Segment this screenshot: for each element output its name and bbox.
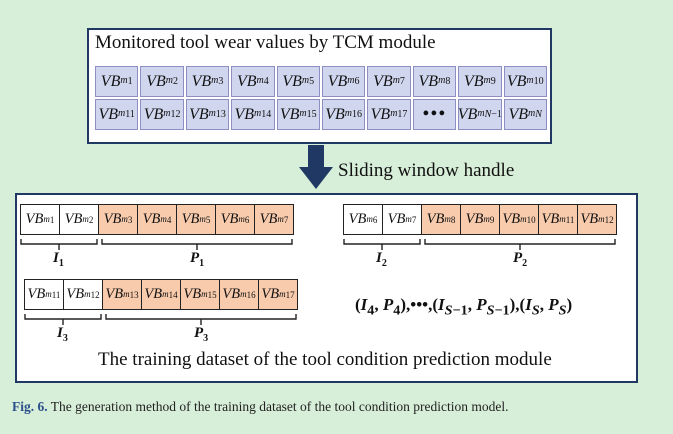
- window-2: VB m 6 VB m 7 VB m 8 VB m 9 VB m 10 VB m 11 VB m 12 I2 P2: [343, 204, 617, 270]
- monitored-value-cell: VB m 3: [185, 66, 230, 97]
- monitored-value-cell: VB m 14: [231, 99, 275, 130]
- prediction-cell: VB m 13: [102, 279, 142, 310]
- prediction-label: P3: [194, 325, 209, 344]
- prediction-cell: VB m 12: [577, 204, 617, 235]
- monitored-values-title: Monitored tool wear values by TCM module: [95, 32, 436, 53]
- monitored-value-cell: VB m 9: [458, 66, 502, 97]
- monitored-value-cell: VB m 13: [185, 99, 230, 130]
- sliding-window-label: Sliding window handle: [338, 160, 515, 181]
- prediction-cell: VB m 7: [254, 204, 294, 235]
- prediction-label: P2: [513, 250, 528, 269]
- prediction-cell: VB m 5: [176, 204, 216, 235]
- input-cell: VB m 6: [343, 204, 383, 235]
- dataset-sequence: (I4, P4),•••,(IS−1, PS−1),(IS, PS): [355, 295, 573, 319]
- figure-caption-text: The generation method of the training da…: [50, 399, 509, 414]
- input-cell: VB m 2: [59, 204, 99, 235]
- window-braces: [20, 239, 293, 250]
- monitored-value-cell: VB m N−1: [458, 99, 502, 130]
- monitored-value-cell: VB m 15: [276, 99, 320, 130]
- monitored-value-cell: VB m 11: [95, 99, 139, 130]
- monitored-value-cell: VB m 2: [140, 66, 184, 97]
- monitored-value-cell: VB m 6: [321, 66, 366, 97]
- monitored-value-cell: VB m 7: [367, 66, 411, 97]
- down-arrow-icon: [299, 145, 333, 189]
- input-cell: VB m 11: [24, 279, 64, 310]
- brace: [101, 239, 293, 250]
- monitored-values-box: Monitored tool wear values by TCM module…: [87, 28, 552, 144]
- monitored-value-cell: VB m 17: [367, 99, 411, 130]
- window-cells: VB m 6 VB m 7 VB m 8 VB m 9 VB m 10 VB m 11 VB m 12: [343, 204, 617, 235]
- training-dataset-title: The training dataset of the tool conditi…: [98, 349, 552, 370]
- figure-label: Fig. 6.: [12, 399, 48, 414]
- monitored-value-cell: VB m 12: [140, 99, 184, 130]
- monitored-value-cell: VB m 1: [95, 66, 139, 97]
- prediction-label: P1: [190, 250, 205, 269]
- prediction-cell: VB m 9: [460, 204, 500, 235]
- prediction-cell: VB m 8: [421, 204, 461, 235]
- window-1: VB m 1 VB m 2 VB m 3 VB m 4 VB m 5 VB m 6 VB m 7 I1 P1: [20, 204, 294, 270]
- prediction-cell: VB m 14: [141, 279, 181, 310]
- window-labels: I3 P3: [24, 325, 298, 345]
- window-cells: VB m 1 VB m 2 VB m 3 VB m 4 VB m 5 VB m 6 VB m 7: [20, 204, 294, 235]
- monitored-value-cell: VB m 10: [503, 66, 547, 97]
- window-labels: I2 P2: [343, 250, 617, 270]
- input-label: I3: [57, 325, 68, 344]
- input-label: I2: [376, 250, 387, 269]
- prediction-cell: VB m 16: [219, 279, 259, 310]
- input-cell: VB m 12: [63, 279, 103, 310]
- input-cell: VB m 7: [382, 204, 422, 235]
- prediction-cell: VB m 6: [215, 204, 255, 235]
- window-cells: VB m 11 VB m 12 VB m 13 VB m 14 VB m 15 VB m 16 VB m 17: [24, 279, 298, 310]
- monitored-value-cell: VB m 16: [321, 99, 366, 130]
- brace: [20, 239, 98, 250]
- monitored-value-cell: VB m 5: [276, 66, 320, 97]
- prediction-cell: VB m 17: [258, 279, 298, 310]
- window-braces: [343, 239, 616, 250]
- brace: [424, 239, 616, 250]
- prediction-cell: VB m 11: [538, 204, 578, 235]
- monitored-values-grid: VB m 1 VB m 2 VB m 3 VB m 4 VB m 5 VB m 6 VB m 7 VB m 8 VB m 9 VB m 1…: [95, 66, 547, 130]
- window-3: VB m 11 VB m 12 VB m 13 VB m 14 VB m 15 VB m 16 VB m 17 I3 P3: [24, 279, 298, 345]
- prediction-cell: VB m 15: [180, 279, 220, 310]
- prediction-cell: VB m 3: [98, 204, 138, 235]
- brace: [24, 314, 102, 325]
- training-dataset-box: VB m 1 VB m 2 VB m 3 VB m 4 VB m 5 VB m 6 VB m 7 I1 P1 VB m 6 VB m…: [15, 193, 638, 383]
- monitored-value-cell: VB m 4: [231, 66, 275, 97]
- prediction-cell: VB m 4: [137, 204, 177, 235]
- figure-caption: Fig. 6. The generation method of the tra…: [12, 399, 509, 415]
- brace: [105, 314, 297, 325]
- input-label: I1: [53, 250, 64, 269]
- monitored-value-cell: VB m N: [503, 99, 547, 130]
- window-braces: [24, 314, 297, 325]
- ellipsis: •••: [412, 99, 457, 130]
- input-cell: VB m 1: [20, 204, 60, 235]
- window-labels: I1 P1: [20, 250, 294, 270]
- brace: [343, 239, 421, 250]
- prediction-cell: VB m 10: [499, 204, 539, 235]
- monitored-value-cell: VB m 8: [412, 66, 457, 97]
